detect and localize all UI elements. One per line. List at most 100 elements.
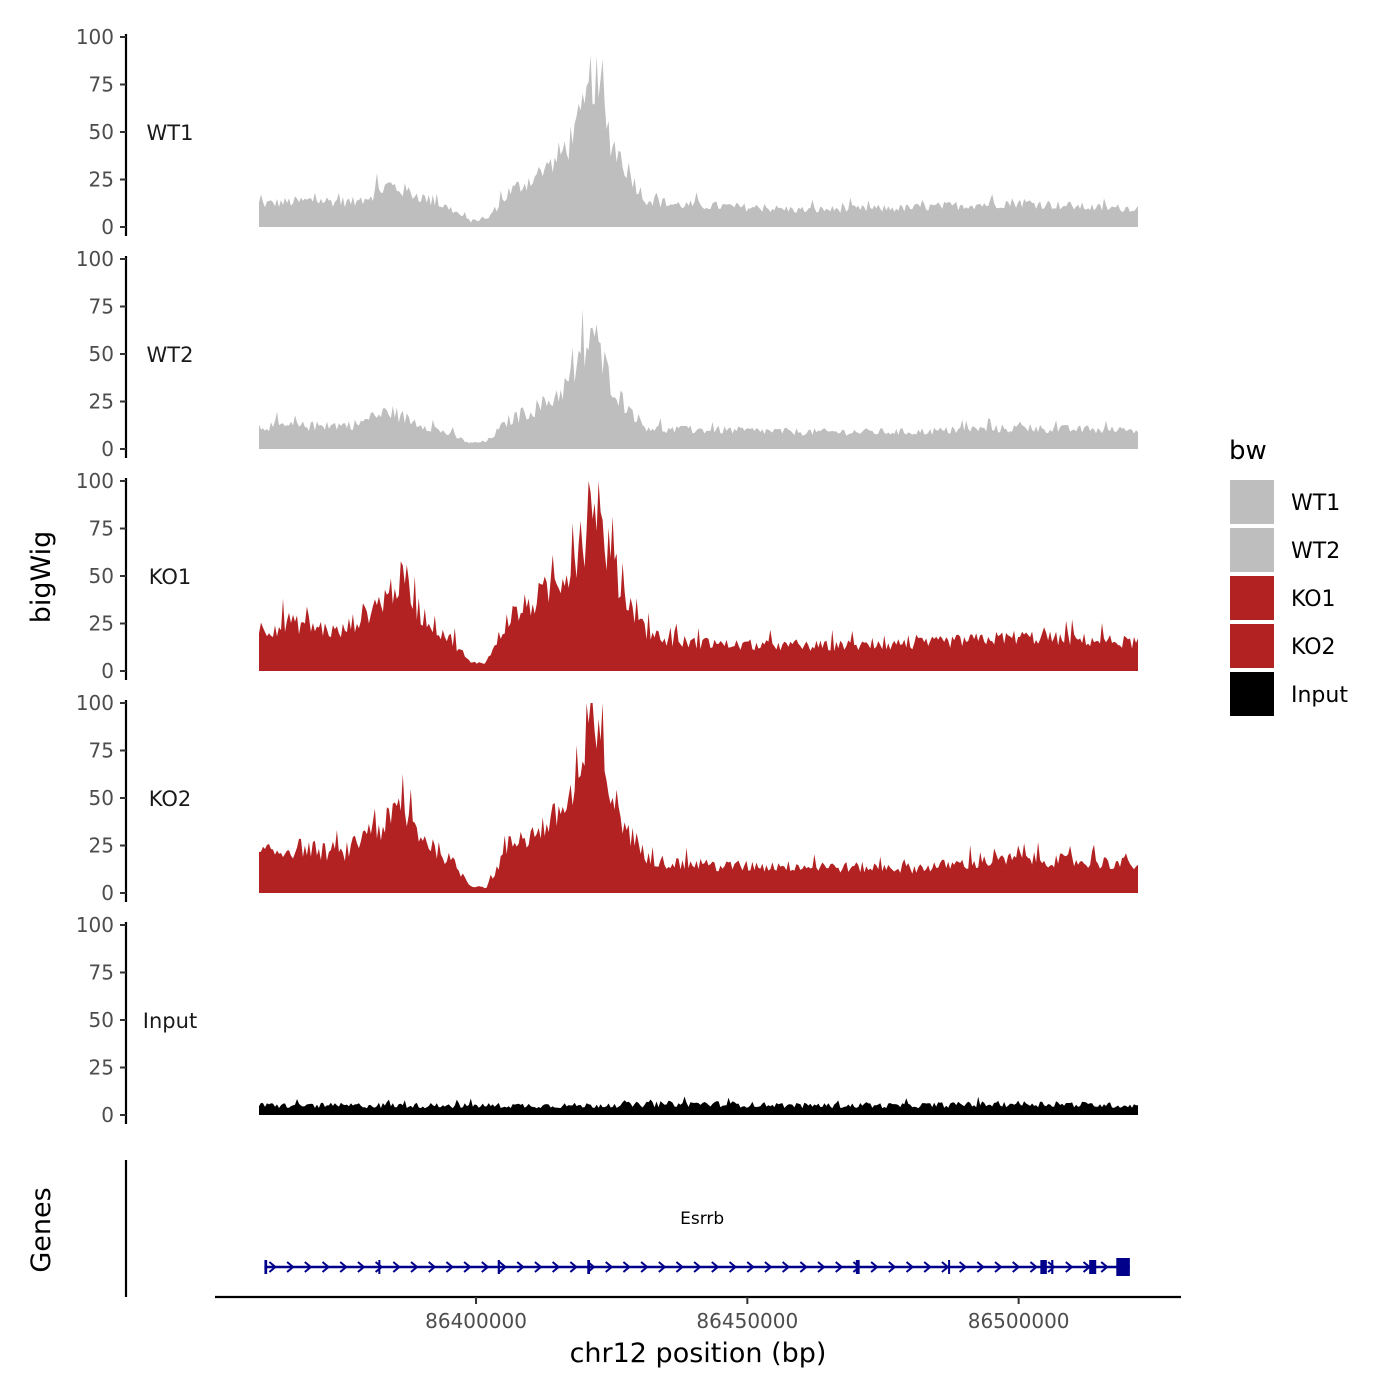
legend-label-ko2: KO2	[1291, 635, 1336, 660]
strand-arrow	[958, 1261, 968, 1273]
gene-exon	[948, 1260, 951, 1274]
strand-arrow	[481, 1261, 490, 1273]
gene-exon	[378, 1260, 381, 1274]
strand-arrow	[1029, 1261, 1038, 1273]
track-panel-ko1: 0 25 50 75 100 KO1	[76, 469, 1138, 683]
strand-arrow	[693, 1261, 702, 1273]
strand-arrow	[428, 1261, 437, 1273]
gene-track: Esrrb	[124, 1160, 1130, 1297]
strand-arrow	[569, 1261, 578, 1273]
y-tick-label: 100	[76, 913, 114, 937]
strand-arrow	[835, 1261, 844, 1273]
y-tick-label: 50	[89, 342, 114, 366]
strand-arrow	[923, 1261, 932, 1273]
gene-exon	[1116, 1258, 1130, 1276]
strand-arrow	[888, 1261, 897, 1273]
strand-arrow	[746, 1261, 755, 1273]
y-tick-label: 100	[76, 247, 114, 271]
coverage-area-wt2	[259, 308, 1138, 449]
y-axis-title: bigWig	[26, 531, 57, 624]
strand-arrow	[498, 1261, 508, 1273]
strand-arrow	[304, 1261, 313, 1273]
x-axis: 86400000 86450000 86500000	[215, 1295, 1181, 1333]
legend-label-ko1: KO1	[1291, 587, 1336, 612]
legend-label-input: Input	[1291, 683, 1348, 708]
gene-exon	[264, 1260, 268, 1274]
y-tick-label: 50	[89, 786, 114, 810]
y-tick-label: 25	[89, 1056, 114, 1080]
strand-arrow	[357, 1261, 366, 1273]
coverage-area-ko1	[259, 481, 1138, 671]
strand-arrow	[339, 1261, 348, 1273]
y-tick-label: 100	[76, 25, 114, 49]
strand-arrow	[374, 1261, 384, 1273]
strand-arrow	[870, 1261, 879, 1273]
coverage-area-wt1	[259, 55, 1138, 227]
y-tick-label: 75	[89, 961, 114, 985]
coverage-area-input	[259, 1096, 1138, 1115]
coverage-tracks: 0 25 50 75 100 WT1 0 25 50 75 100 WT2 0 25 50 75 100 KO1 0…	[76, 25, 1138, 1127]
x-tick-label: 86450000	[696, 1309, 798, 1333]
strand-arrow	[781, 1261, 791, 1273]
x-axis-title: chr12 position (bp)	[570, 1338, 827, 1369]
strand-arrow	[817, 1261, 826, 1273]
y-tick-label: 0	[101, 881, 114, 905]
strand-arrow	[268, 1261, 277, 1273]
gene-exon	[1040, 1260, 1047, 1274]
legend-label-wt2: WT2	[1291, 539, 1340, 564]
strand-arrow	[551, 1261, 561, 1273]
legend-key-ko1	[1230, 576, 1274, 620]
strand-arrow	[605, 1261, 614, 1273]
genes-axis-title: Genes	[26, 1187, 57, 1272]
strand-arrow	[640, 1261, 649, 1273]
coverage-area-ko2	[259, 703, 1138, 893]
track-panel-wt1: 0 25 50 75 100 WT1	[76, 25, 1138, 239]
track-label-wt2: WT2	[147, 343, 194, 367]
y-tick-label: 0	[101, 215, 114, 239]
strand-arrow	[711, 1261, 720, 1273]
strand-arrow	[1065, 1261, 1074, 1273]
track-label-ko1: KO1	[149, 565, 192, 589]
strand-arrow	[286, 1261, 295, 1273]
y-tick-label: 75	[89, 739, 114, 763]
y-tick-label: 25	[89, 612, 114, 636]
x-tick-label: 86400000	[425, 1309, 527, 1333]
strand-arrow	[764, 1261, 773, 1273]
gene-exon	[1089, 1260, 1097, 1274]
legend-key-input	[1230, 672, 1274, 716]
strand-arrow	[622, 1261, 631, 1273]
gene-exon	[1051, 1260, 1054, 1274]
track-label-wt1: WT1	[147, 121, 194, 145]
y-tick-label: 0	[101, 659, 114, 683]
x-tick-label: 86500000	[968, 1309, 1070, 1333]
strand-arrow	[675, 1261, 684, 1273]
legend-title: bw	[1229, 436, 1267, 466]
strand-arrow	[445, 1261, 454, 1273]
strand-arrow	[321, 1261, 331, 1273]
y-tick-label: 75	[89, 73, 114, 97]
y-tick-label: 25	[89, 390, 114, 414]
y-tick-label: 25	[89, 834, 114, 858]
gene-label-esrrb: Esrrb	[680, 1209, 724, 1229]
strand-arrow	[941, 1261, 950, 1273]
track-panel-input: 0 25 50 75 100 Input	[76, 913, 1138, 1127]
y-tick-label: 50	[89, 564, 114, 588]
track-label-input: Input	[143, 1009, 197, 1033]
gene-exon	[497, 1260, 500, 1274]
strand-arrow	[534, 1261, 543, 1273]
y-tick-label: 0	[101, 1103, 114, 1127]
strand-arrow	[799, 1261, 808, 1273]
y-tick-label: 75	[89, 295, 114, 319]
y-tick-label: 50	[89, 1008, 114, 1032]
y-tick-label: 100	[76, 691, 114, 715]
legend-key-ko2	[1230, 624, 1274, 668]
strand-arrow	[905, 1261, 915, 1273]
legend: bw WT1 WT2 KO1 KO2 Input	[1229, 436, 1348, 716]
legend-label-wt1: WT1	[1291, 491, 1340, 516]
strand-arrow	[392, 1261, 401, 1273]
strand-arrow	[516, 1261, 525, 1273]
y-tick-label: 25	[89, 168, 114, 192]
strand-arrow	[728, 1261, 738, 1273]
strand-arrow	[658, 1261, 667, 1273]
